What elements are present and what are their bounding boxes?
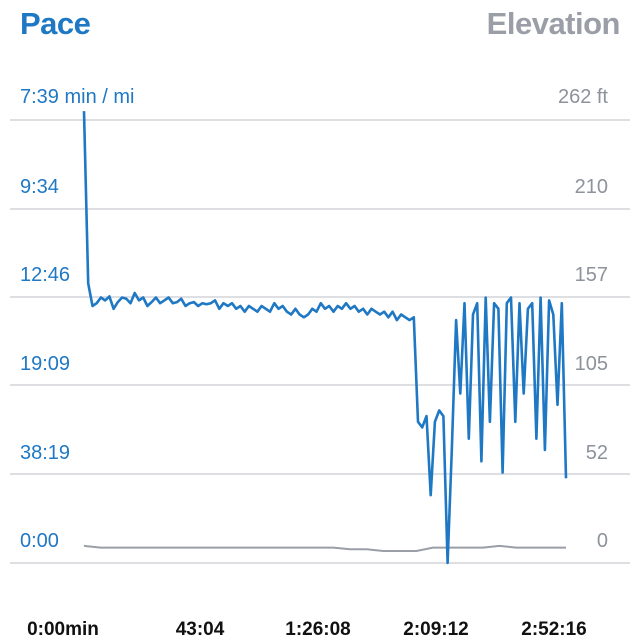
elevation-series-line (83, 544, 566, 552)
time-tick-label: 43:04 (175, 619, 225, 640)
pace-tick-label: 19:09 (20, 353, 71, 375)
elevation-tick-label: 262 ft (557, 86, 608, 108)
time-tick-label: 2:52:16 (521, 619, 587, 640)
elevation-title: Elevation (486, 6, 621, 41)
pace-tick-label: 0:00 (20, 530, 59, 552)
pace-series-line (82, 111, 568, 565)
time-tick-label: 1:26:08 (285, 619, 351, 640)
time-tick-label: 2:09:12 (403, 619, 469, 640)
elevation-tick-label: 52 (585, 442, 608, 464)
elevation-tick-label: 0 (596, 530, 608, 552)
elevation-tick-label: 210 (574, 176, 608, 198)
elevation-tick-label: 157 (574, 264, 608, 286)
elevation-tick-label: 105 (574, 353, 608, 375)
time-tick-label: 0:00min (27, 619, 99, 640)
pace-tick-label: 12:46 (20, 264, 71, 286)
gridlines (10, 119, 630, 564)
pace-tick-label: 7:39 min / mi (20, 86, 135, 108)
pace-title: Pace (20, 6, 91, 41)
pace-tick-label: 9:34 (20, 176, 59, 198)
pace-tick-label: 38:19 (20, 442, 71, 464)
